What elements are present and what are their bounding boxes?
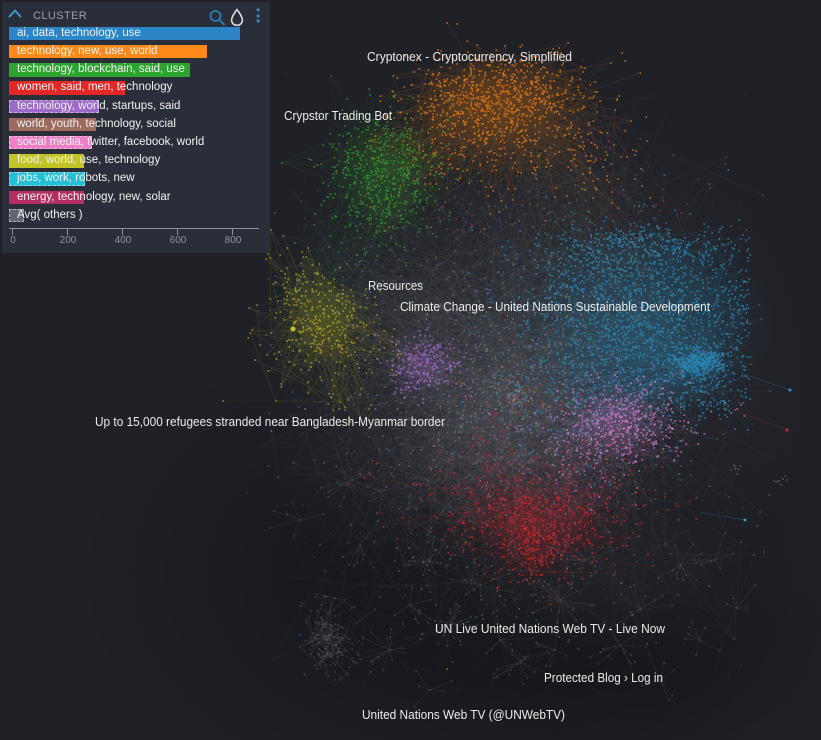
svg-text:Up to 15,000 refugees stranded: Up to 15,000 refugees stranded near Bang… [95,414,446,429]
svg-text:United Nations Web TV (@UNWebT: United Nations Web TV (@UNWebTV) [362,707,565,722]
svg-text:Cryptonex - Cryptocurrency, Si: Cryptonex - Cryptocurrency, Simplified [367,49,572,64]
svg-text:Climate Change - United Nation: Climate Change - United Nations Sustaina… [400,299,710,314]
svg-text:Protected Blog › Log in: Protected Blog › Log in [544,670,663,685]
svg-text:Resources: Resources [368,278,423,293]
svg-text:Crypstor Trading Bot: Crypstor Trading Bot [284,108,392,123]
svg-text:UN Live United Nations Web TV: UN Live United Nations Web TV - Live Now [435,621,666,636]
